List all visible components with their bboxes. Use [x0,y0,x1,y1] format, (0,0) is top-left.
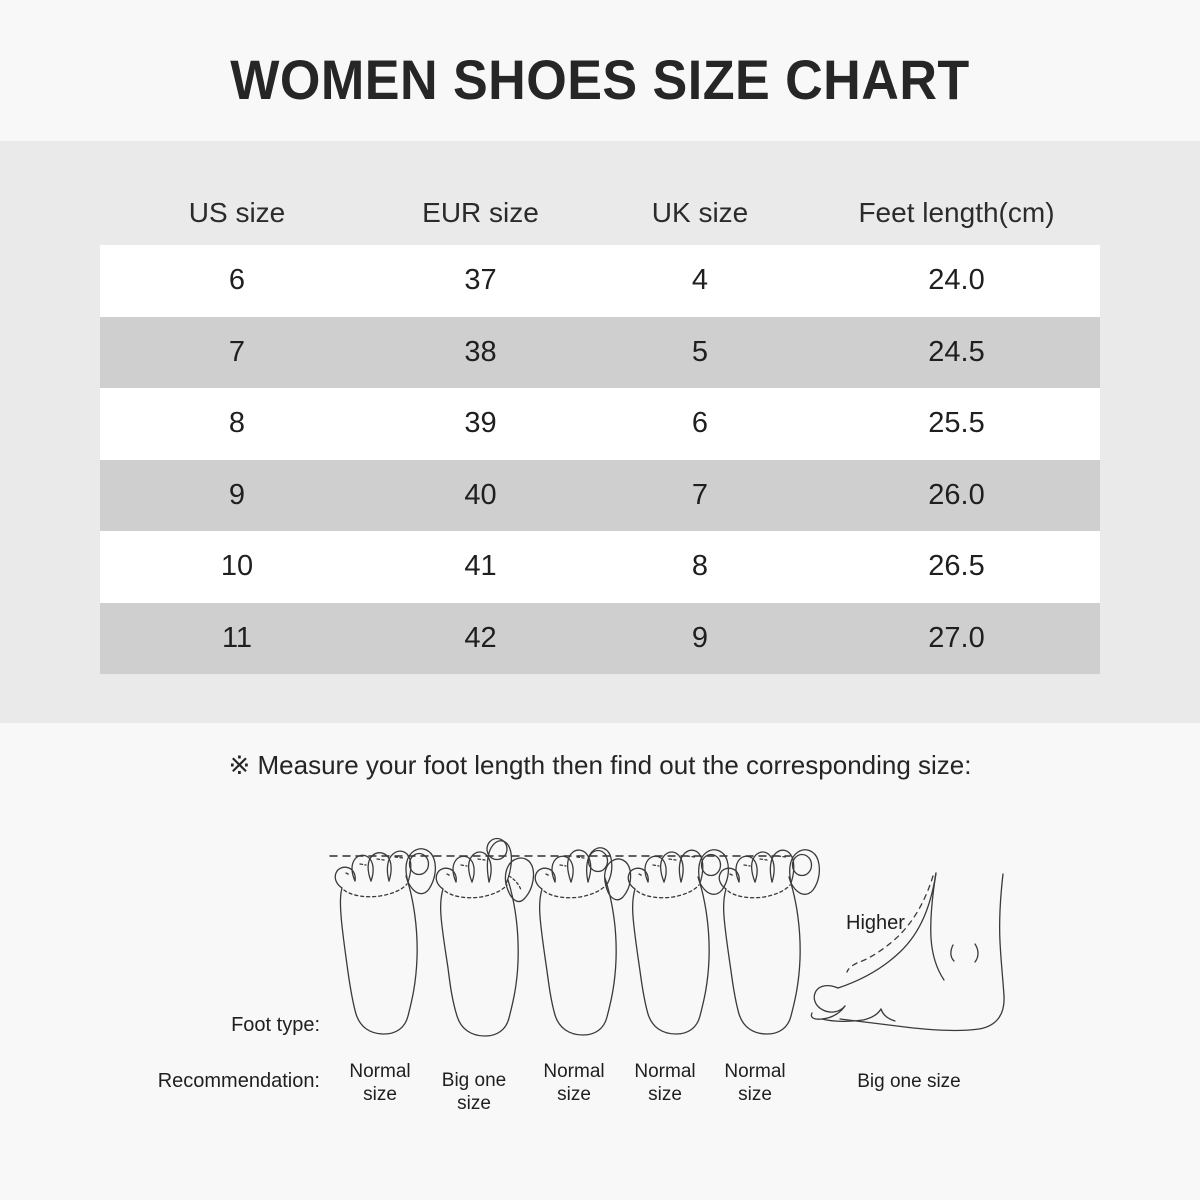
cell-us-size: 11 [221,621,253,654]
column-header-feet-length: Feet length(cm) [858,196,1055,228]
size-table-section: US size EUR size UK size Feet length(cm)… [0,141,1200,723]
page-title: WOMEN SHOES SIZE CHART [230,48,970,111]
cell-eur-size: 38 [464,335,497,368]
cell-eur-size: 42 [464,621,497,654]
cell-us-size: 8 [228,407,246,440]
arch-dashed-line [856,875,934,964]
cell-uk-size: 9 [691,621,709,654]
recommendation-foot-5: Normal size [724,1061,786,1106]
cell-uk-size: 8 [691,550,709,583]
table-row: 11 42 9 27.0 [100,602,1100,674]
table-header-row: US size EUR size UK size Feet length(cm) [100,181,1100,244]
foot-side-view [810,872,1005,1032]
recommendation-foot-2: Big one size [441,1070,507,1115]
foot-type-label: Foot type: [231,1014,320,1036]
table-row: 9 40 7 26.0 [100,459,1100,531]
cell-eur-size: 39 [464,407,497,440]
table-row: 7 38 5 24.5 [100,316,1100,388]
foot-sole-3 [534,847,632,1036]
column-header-eur-size: EUR size [422,196,539,228]
column-header-us-size: US size [188,196,286,228]
title-band: WOMEN SHOES SIZE CHART [0,0,1200,141]
cell-eur-size: 40 [464,478,497,511]
cell-us-size: 7 [228,335,246,368]
recommendation-label: Recommendation: [157,1070,320,1092]
table-row: 6 37 4 24.0 [100,245,1100,317]
cell-uk-size: 6 [691,407,709,440]
table-body: 6 37 4 24.0 7 38 5 24.5 8 39 6 25.5 9 40… [100,245,1100,674]
cell-eur-size: 37 [464,264,497,297]
cell-feet-length: 24.0 [928,264,985,297]
cell-us-size: 10 [220,550,254,583]
table-row: 10 41 8 26.5 [100,531,1100,603]
measure-instruction: ※ Measure your foot length then find out… [228,750,972,780]
cell-feet-length: 26.0 [928,478,985,511]
cell-feet-length: 26.5 [928,550,985,583]
foot-sole-1 [334,848,436,1035]
higher-arch-label: Higher [846,912,905,934]
measurement-guide-section: ※ Measure your foot length then find out… [0,723,1200,1200]
recommendation-foot-4: Normal size [634,1061,696,1106]
foot-sole-2 [435,837,535,1037]
cell-feet-length: 24.5 [928,335,985,368]
table-row: 8 39 6 25.5 [100,388,1100,460]
recommendation-foot-1: Normal size [349,1061,411,1106]
cell-feet-length: 25.5 [928,407,985,440]
cell-uk-size: 4 [691,264,709,297]
cell-eur-size: 41 [464,550,497,583]
foot-sole-5 [718,849,820,1035]
column-header-uk-size: UK size [651,196,749,228]
recommendation-side-view: Big one size [857,1071,961,1092]
cell-uk-size: 5 [691,335,709,368]
recommendation-foot-3: Normal size [543,1061,605,1106]
cell-feet-length: 27.0 [928,621,985,654]
cell-us-size: 6 [228,264,246,297]
cell-us-size: 9 [228,478,246,511]
cell-uk-size: 7 [691,478,709,511]
foot-sole-4 [627,849,729,1035]
